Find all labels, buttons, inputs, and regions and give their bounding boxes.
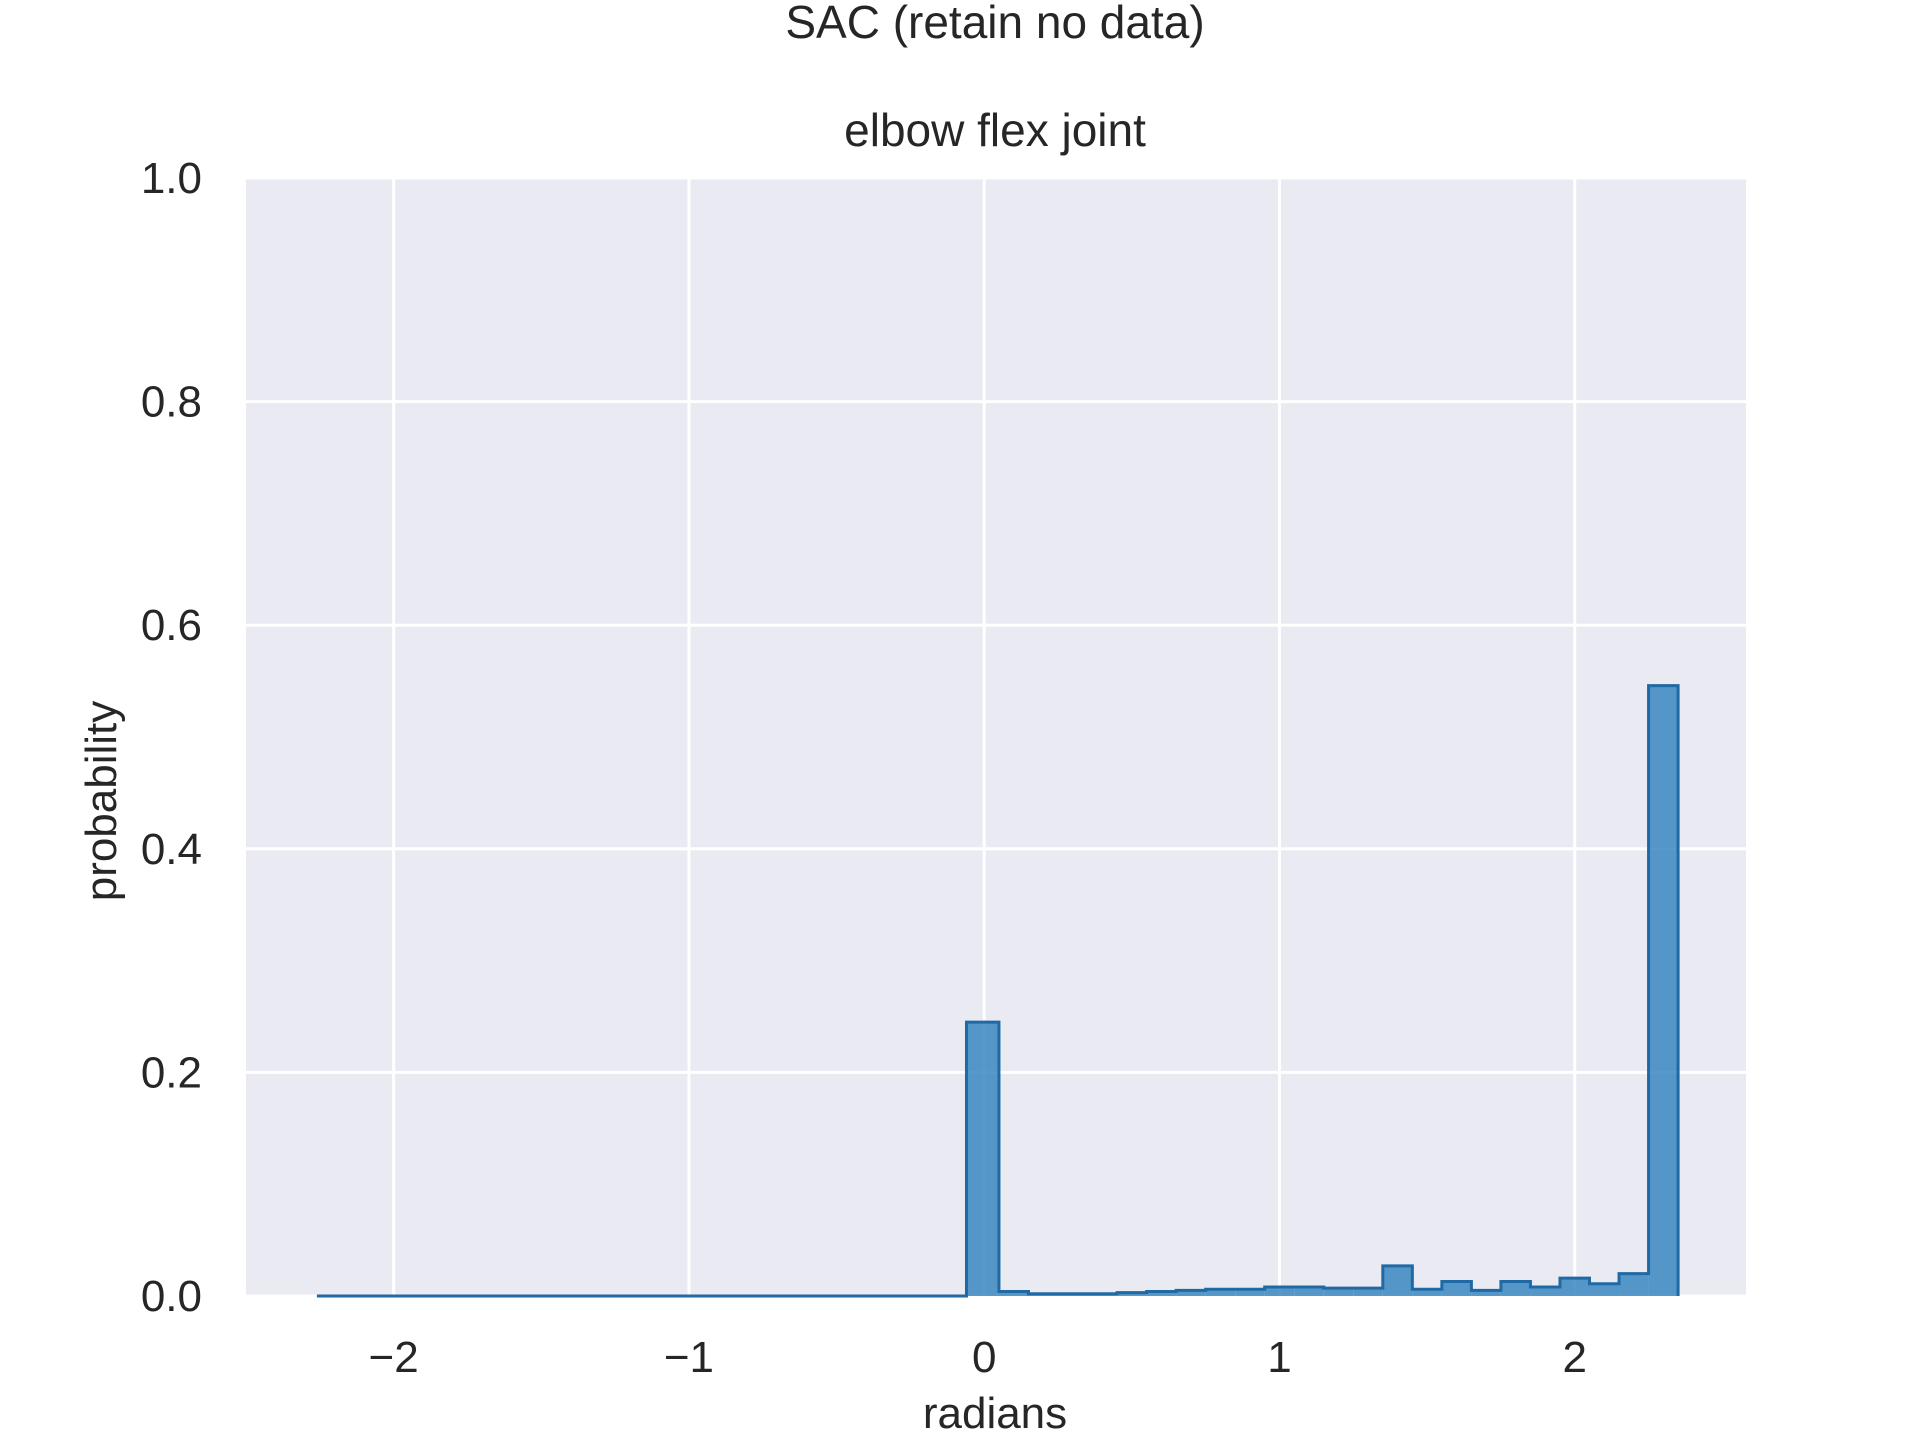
x-tick-label: −1 <box>664 1333 714 1382</box>
histogram-bar <box>1648 685 1679 1296</box>
x-tick-labels: −2 −1 0 1 2 <box>369 1333 1587 1382</box>
histogram-bar <box>1382 1265 1413 1296</box>
histogram-bar <box>1205 1289 1236 1296</box>
histogram-bar <box>1294 1287 1324 1296</box>
histogram-bar <box>1353 1288 1383 1296</box>
histogram-bar <box>998 1291 1029 1296</box>
x-tick-label: 0 <box>972 1333 996 1382</box>
x-tick-label: 1 <box>1267 1333 1291 1382</box>
y-tick-label: 0.6 <box>141 601 202 650</box>
y-tick-labels: 0.0 0.2 0.4 0.6 0.8 1.0 <box>141 154 202 1321</box>
x-tick-label: −2 <box>369 1333 419 1382</box>
histogram-bar <box>1235 1289 1265 1296</box>
histogram-bars <box>966 685 1679 1296</box>
x-axis-label: radians <box>923 1389 1067 1438</box>
figure-suptitle: SAC (retain no data) <box>785 0 1204 48</box>
histogram-bar <box>1264 1287 1295 1296</box>
chart-title: elbow flex joint <box>844 104 1146 156</box>
y-axis-label: probability <box>77 701 126 902</box>
histogram-bar <box>1117 1292 1147 1296</box>
histogram-bar <box>1530 1287 1560 1296</box>
histogram-bar <box>1619 1273 1649 1296</box>
histogram-bar <box>1323 1288 1354 1296</box>
histogram-bar <box>1146 1291 1177 1296</box>
y-tick-label: 0.2 <box>141 1048 202 1097</box>
histogram-bar <box>966 1022 999 1296</box>
grid-lines <box>246 176 1746 1298</box>
histogram-bar <box>1589 1283 1620 1296</box>
x-tick-label: 2 <box>1562 1333 1586 1382</box>
y-tick-label: 0.0 <box>141 1272 202 1321</box>
y-tick-label: 1.0 <box>141 154 202 203</box>
histogram-bar <box>1412 1289 1442 1296</box>
histogram-bar <box>1176 1290 1206 1296</box>
y-tick-label: 0.8 <box>141 378 202 427</box>
histogram-bar <box>1441 1281 1472 1296</box>
histogram-bar <box>1559 1278 1590 1296</box>
histogram-step-outline <box>316 684 1680 1298</box>
histogram-bar <box>1471 1290 1501 1296</box>
histogram-bar <box>1500 1281 1531 1296</box>
y-tick-label: 0.4 <box>141 825 202 874</box>
